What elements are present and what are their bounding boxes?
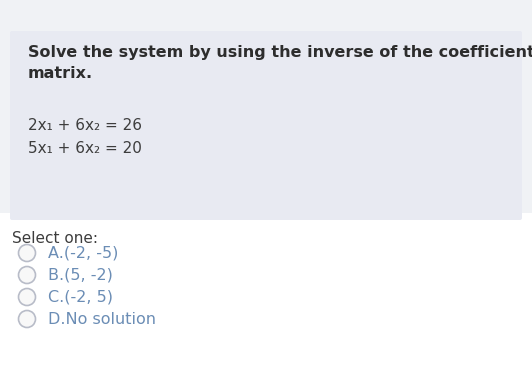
Text: Select one:: Select one: <box>12 231 98 246</box>
FancyBboxPatch shape <box>10 31 522 220</box>
Text: B.(5, -2): B.(5, -2) <box>48 267 113 282</box>
Text: 2x₁ + 6x₂ = 26: 2x₁ + 6x₂ = 26 <box>28 118 142 133</box>
Text: D.No solution: D.No solution <box>48 311 156 326</box>
Text: Solve the system by using the inverse of the coefficient
matrix.: Solve the system by using the inverse of… <box>28 45 532 81</box>
Text: A.(-2, -5): A.(-2, -5) <box>48 245 119 260</box>
Text: 5x₁ + 6x₂ = 20: 5x₁ + 6x₂ = 20 <box>28 141 142 156</box>
Circle shape <box>19 244 36 261</box>
Circle shape <box>19 310 36 327</box>
Text: C.(-2, 5): C.(-2, 5) <box>48 289 113 304</box>
Circle shape <box>19 266 36 283</box>
FancyBboxPatch shape <box>0 213 532 373</box>
Circle shape <box>19 288 36 305</box>
